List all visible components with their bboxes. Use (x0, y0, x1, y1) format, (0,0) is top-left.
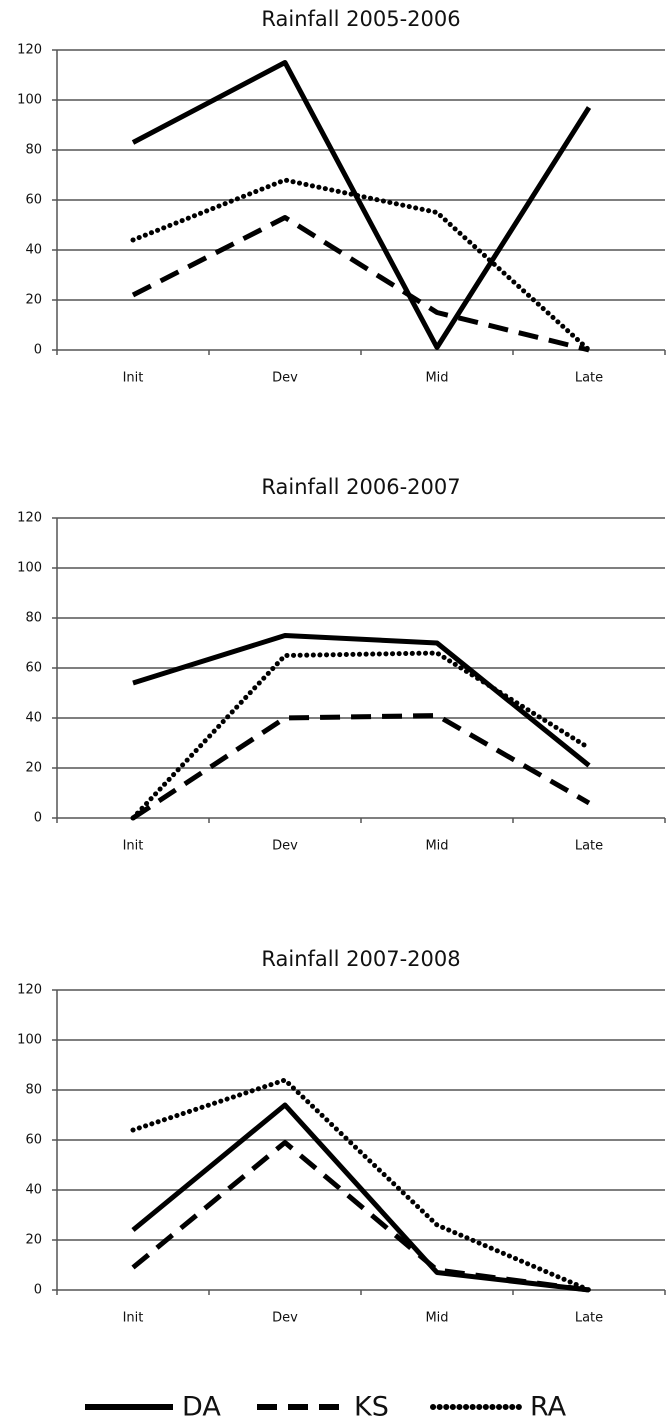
y-tick-label: 60 (25, 661, 42, 676)
x-tick-label: Dev (272, 371, 298, 386)
x-tick-label: Init (123, 371, 144, 386)
y-tick-label: 40 (25, 243, 42, 258)
y-tick-label: 80 (25, 143, 42, 158)
x-tick-label: Late (575, 371, 603, 386)
x-tick-label: Dev (272, 1311, 298, 1326)
y-tick-label: 40 (25, 711, 42, 726)
y-tick-label: 120 (17, 983, 42, 998)
x-tick-label: Mid (425, 371, 448, 386)
series-line: KS (131, 215, 590, 353)
series-line: KS (131, 713, 591, 821)
y-tick-label: 100 (17, 1033, 42, 1048)
chart-title: Rainfall 2005-2006 (261, 7, 460, 31)
y-tick-label: 80 (25, 1083, 42, 1098)
y-tick-label: 20 (25, 293, 42, 308)
series-line: RA (130, 650, 592, 821)
series-line: RA (130, 1077, 592, 1293)
y-tick-label: 80 (25, 611, 42, 626)
series-line: DA (131, 60, 592, 350)
y-tick-label: 100 (17, 93, 42, 108)
y-tick-label: 20 (25, 761, 42, 776)
x-tick-label: Init (123, 1311, 144, 1326)
x-tick-label: Dev (272, 839, 298, 854)
y-tick-label: 40 (25, 1183, 42, 1198)
series-line: KS (131, 1140, 590, 1293)
y-tick-label: 120 (17, 43, 42, 58)
legend-label: DA (182, 1392, 221, 1423)
y-tick-label: 100 (17, 561, 42, 576)
chart-title: Rainfall 2007-2008 (261, 947, 460, 971)
x-tick-label: Mid (425, 839, 448, 854)
series-line: RA (130, 177, 592, 353)
y-tick-label: 120 (17, 511, 42, 526)
x-tick-label: Late (575, 1311, 603, 1326)
chart-title: Rainfall 2006-2007 (261, 475, 460, 499)
legend-label: RA (530, 1392, 567, 1423)
y-tick-label: 0 (34, 343, 42, 358)
x-tick-label: Mid (425, 1311, 448, 1326)
legend-label: KS (354, 1392, 389, 1423)
y-tick-label: 0 (34, 811, 42, 826)
x-tick-label: Late (575, 839, 603, 854)
y-tick-label: 20 (25, 1233, 42, 1248)
series-line: DA (132, 633, 591, 768)
y-tick-label: 0 (34, 1283, 42, 1298)
y-tick-label: 60 (25, 193, 42, 208)
x-tick-label: Init (123, 839, 144, 854)
y-tick-label: 60 (25, 1133, 42, 1148)
